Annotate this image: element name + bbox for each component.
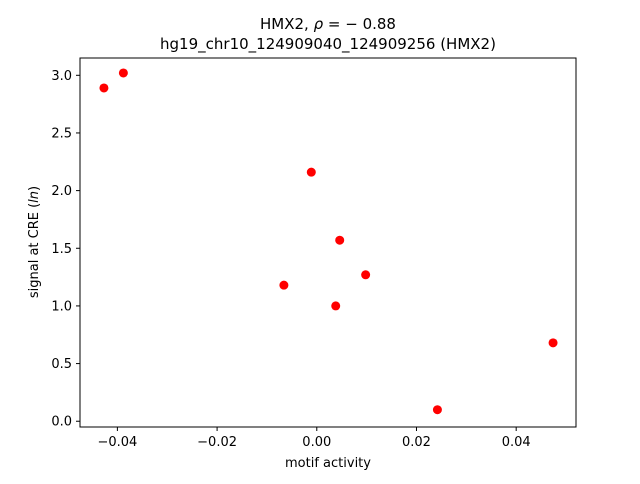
- chart-subtitle: hg19_chr10_124909040_124909256 (HMX2): [160, 35, 496, 54]
- data-point-6: [331, 301, 341, 311]
- x-tick-label-4: 0.04: [502, 435, 531, 450]
- x-tick-label-0: −0.04: [97, 435, 137, 450]
- data-point-7: [548, 338, 558, 348]
- data-point-2: [306, 167, 316, 177]
- y-tick-label-4: 2.0: [51, 184, 72, 199]
- y-tick-label-2: 1.0: [51, 299, 72, 314]
- x-axis-ticks: −0.04 −0.02 0.00 0.02 0.04: [97, 427, 531, 450]
- x-tick-label-1: −0.02: [197, 435, 237, 450]
- y-axis-label: signal at CRE (ln): [27, 186, 42, 298]
- y-tick-label-6: 3.0: [51, 69, 72, 84]
- data-point-4: [279, 280, 289, 290]
- data-point-8: [432, 405, 442, 415]
- axes-frame: [79, 57, 577, 428]
- y-tick-label-5: 2.5: [51, 126, 72, 141]
- y-tick-label-3: 1.5: [51, 242, 72, 257]
- x-tick-label-3: 0.02: [402, 435, 431, 450]
- x-axis-label: motif activity: [285, 456, 371, 471]
- y-tick-label-0: 0.0: [51, 415, 72, 430]
- data-point-1: [118, 68, 128, 78]
- data-point-5: [361, 270, 371, 280]
- x-tick-label-2: 0.00: [302, 435, 331, 450]
- data-point-0: [99, 83, 109, 93]
- data-point-3: [335, 235, 345, 245]
- data-points: [99, 68, 558, 415]
- chart-title: HMX2, ρ = − 0.88: [260, 15, 396, 33]
- plot-area: [79, 57, 577, 428]
- y-tick-label-1: 0.5: [51, 357, 72, 372]
- y-axis-ticks: 0.0 0.5 1.0 1.5 2.0 2.5 3.0: [51, 69, 80, 430]
